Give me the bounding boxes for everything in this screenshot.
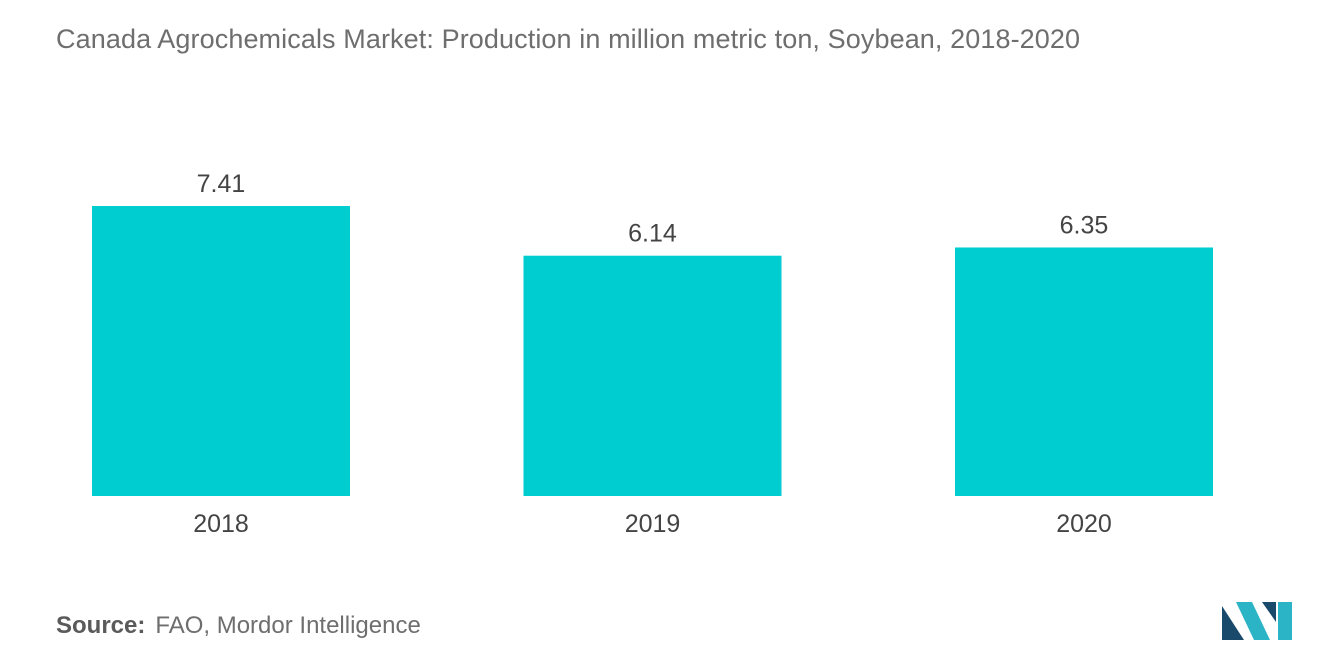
source-note: Source: FAO, Mordor Intelligence bbox=[56, 612, 421, 640]
x-tick-labels-group: 2018 2019 2020 bbox=[193, 510, 1112, 538]
bar-2018 bbox=[92, 206, 350, 496]
bar-2019 bbox=[523, 255, 782, 496]
source-text: FAO, Mordor Intelligence bbox=[155, 612, 421, 639]
value-labels-group: 7.41 6.14 6.35 bbox=[197, 170, 1109, 248]
bar-2020 bbox=[955, 247, 1213, 496]
source-label: Source: bbox=[56, 612, 146, 639]
x-tick-label-2018: 2018 bbox=[193, 510, 249, 538]
x-tick-label-2020: 2020 bbox=[1056, 510, 1112, 538]
bars-group bbox=[92, 206, 1213, 496]
value-label-2018: 7.41 bbox=[197, 170, 246, 198]
mordor-intelligence-logo-icon bbox=[1222, 602, 1292, 640]
x-tick-label-2019: 2019 bbox=[625, 510, 681, 538]
bar-chart: 7.41 6.14 6.35 2018 2019 2020 bbox=[92, 170, 1213, 538]
chart-title: Canada Agrochemicals Market: Production … bbox=[56, 24, 1081, 54]
value-label-2020: 6.35 bbox=[1060, 211, 1109, 239]
value-label-2019: 6.14 bbox=[628, 220, 677, 248]
